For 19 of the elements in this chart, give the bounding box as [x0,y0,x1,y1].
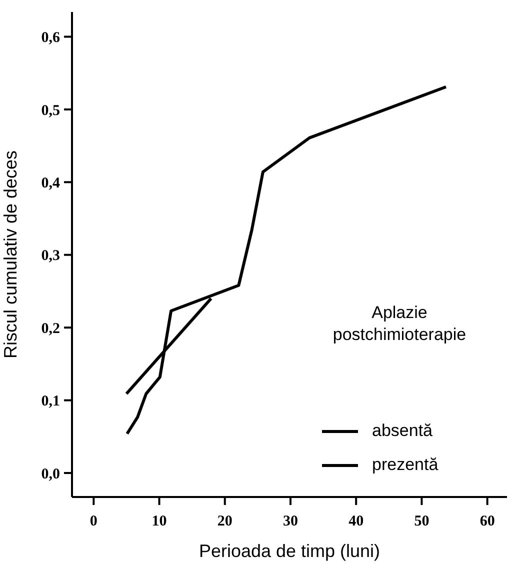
x-axis-title: Perioada de timp (luni) [198,541,380,561]
y-tick-label: 0,4 [41,175,60,192]
x-tick-label: 30 [282,514,298,530]
x-tick-label: 40 [348,514,364,530]
legend-label: prezentă [372,455,438,475]
x-tick-label: 50 [414,514,430,530]
x-tick-label: 0 [90,514,98,530]
legend-label: absentă [372,421,432,441]
y-axis-title: Riscul cumulativ de deces [0,150,20,359]
y-tick-label: 0,2 [41,320,60,337]
y-tick-label: 0,3 [41,248,60,264]
y-tick-label: 0,5 [41,102,60,119]
x-tick-label: 60 [480,514,495,530]
y-tick-label: 0,1 [41,394,60,410]
legend-title: Aplazie postchimioterapie [332,302,468,346]
y-tick-label: 0,0 [41,466,60,482]
y-tick-label: 0,6 [41,30,60,46]
x-tick-label: 10 [152,514,167,530]
x-tick-label: 20 [217,514,232,530]
